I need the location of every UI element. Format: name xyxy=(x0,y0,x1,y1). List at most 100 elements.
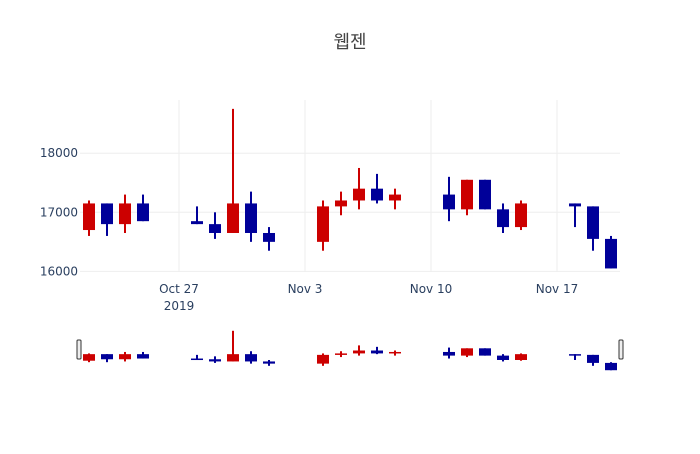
slider-candle xyxy=(353,345,365,356)
slider-candle-body xyxy=(515,354,527,360)
slider-candle xyxy=(461,348,473,358)
candle[interactable] xyxy=(83,200,95,236)
candle[interactable] xyxy=(497,203,509,233)
candle-body xyxy=(587,206,599,239)
y-axis: 16000 17000 18000 xyxy=(40,146,78,278)
slider-candle-body xyxy=(317,354,329,364)
chart-title: 웹젠 xyxy=(333,32,366,53)
slider-candle-body xyxy=(461,348,473,356)
candle[interactable] xyxy=(209,212,221,239)
x-tick-label: Nov 17 xyxy=(536,282,579,296)
slider-candle xyxy=(335,351,347,358)
candle[interactable] xyxy=(479,179,491,210)
candle-body xyxy=(137,203,149,222)
slider-candle xyxy=(569,354,581,360)
slider-candle xyxy=(263,359,275,366)
candle-body xyxy=(353,188,365,201)
candle-body xyxy=(191,221,203,225)
candle[interactable] xyxy=(371,173,383,204)
x-tick-label: Oct 27 xyxy=(159,282,199,296)
x-tick-label: Nov 10 xyxy=(410,282,453,296)
candle-body xyxy=(569,203,581,207)
slider-candle-body xyxy=(137,354,149,359)
slider-candle xyxy=(389,350,401,356)
candle-body xyxy=(317,206,329,242)
candle-body xyxy=(83,203,95,231)
x-tick-sublabel: 2019 xyxy=(164,299,195,313)
grid xyxy=(80,100,620,272)
slider-candle-body xyxy=(83,354,95,361)
candle[interactable] xyxy=(119,194,131,233)
slider-candle-body xyxy=(335,353,347,355)
candle-body xyxy=(461,179,473,210)
slider-candle xyxy=(83,353,95,363)
candle-body xyxy=(101,203,113,225)
slider-candle-body xyxy=(605,362,617,371)
slider-candle xyxy=(371,346,383,355)
slider-candle xyxy=(317,353,329,366)
candle[interactable] xyxy=(263,227,275,251)
slider-candle-body xyxy=(569,354,581,356)
candle[interactable] xyxy=(569,203,581,228)
slider-candle-body xyxy=(497,355,509,360)
plot-area[interactable] xyxy=(83,108,617,269)
slider-candle xyxy=(101,354,113,363)
range-slider-left-handle[interactable] xyxy=(76,339,82,360)
candle[interactable] xyxy=(245,191,257,242)
slider-candle xyxy=(137,351,149,359)
slider-candle-body xyxy=(353,350,365,354)
slider-candle xyxy=(479,348,491,356)
candle[interactable] xyxy=(605,235,617,269)
candle-body xyxy=(209,224,221,233)
candle-body xyxy=(497,209,509,228)
candle-body xyxy=(335,200,347,207)
range-slider-right-handle[interactable] xyxy=(618,339,624,360)
slider-candle xyxy=(605,362,617,371)
slider-candle xyxy=(227,330,239,362)
slider-candle-body xyxy=(227,354,239,362)
candle-body xyxy=(263,232,275,242)
slider-candle-body xyxy=(191,358,203,361)
candle-body xyxy=(479,179,491,210)
candle[interactable] xyxy=(227,108,239,233)
candle[interactable] xyxy=(389,188,401,210)
candle-body xyxy=(389,194,401,201)
slider-candle-body xyxy=(209,359,221,362)
slider-candle xyxy=(191,354,203,361)
slider-candle-body xyxy=(119,354,131,360)
candle[interactable] xyxy=(317,200,329,251)
slider-candle xyxy=(119,351,131,362)
candle[interactable] xyxy=(461,179,473,216)
candle-body xyxy=(443,194,455,210)
slider-candle xyxy=(245,351,257,364)
candle[interactable] xyxy=(335,191,347,216)
x-tick-label: Nov 3 xyxy=(288,282,323,296)
candle-body xyxy=(227,203,239,233)
candle[interactable] xyxy=(587,206,599,251)
candle[interactable] xyxy=(353,167,365,210)
slider-candle-body xyxy=(443,351,455,356)
slider-candle-body xyxy=(389,351,401,354)
y-tick-label: 18000 xyxy=(40,146,78,160)
candle[interactable] xyxy=(101,203,113,236)
candle[interactable] xyxy=(191,206,203,225)
slider-candle-body xyxy=(479,348,491,356)
slider-candle-body xyxy=(245,354,257,362)
candle[interactable] xyxy=(443,176,455,222)
slider-candle xyxy=(443,347,455,359)
candle-body xyxy=(245,203,257,233)
candle[interactable] xyxy=(515,200,527,231)
slider-candle-body xyxy=(101,354,113,360)
candle-body xyxy=(119,203,131,225)
candle[interactable] xyxy=(137,194,149,222)
slider-candle-body xyxy=(587,354,599,363)
y-tick-label: 16000 xyxy=(40,264,78,278)
y-tick-label: 17000 xyxy=(40,205,78,219)
x-axis: Oct 27 2019 Nov 3 Nov 10 Nov 17 xyxy=(159,282,578,313)
range-slider[interactable] xyxy=(76,330,624,371)
slider-candle xyxy=(209,356,221,363)
slider-candle xyxy=(587,354,599,366)
slider-candle-body xyxy=(263,361,275,364)
candle-body xyxy=(515,203,527,228)
